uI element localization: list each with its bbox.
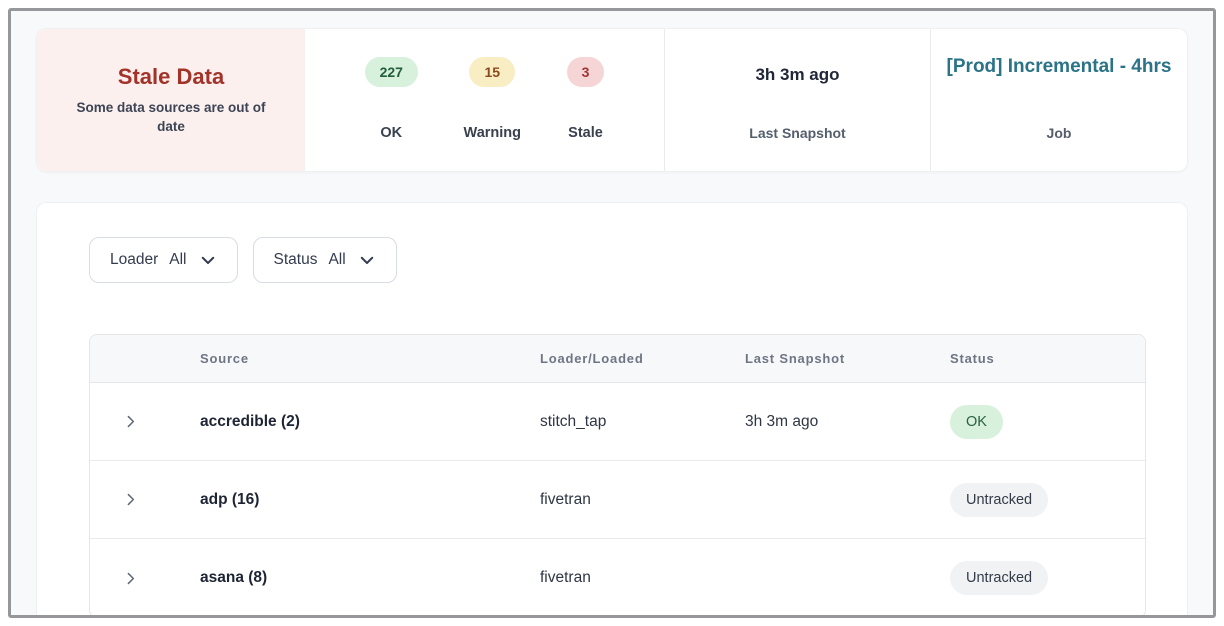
sources-table: Source Loader/Loaded Last Snapshot Statu…	[89, 334, 1146, 615]
status-badge: Untracked	[950, 561, 1049, 595]
table-row[interactable]: adp (16) fivetran Untracked	[90, 461, 1145, 539]
status-cell: Untracked	[950, 561, 1145, 595]
warning-count: 15 Warning	[464, 57, 521, 141]
expander-cell	[90, 413, 170, 430]
loader-label: fivetran	[540, 569, 591, 586]
expander-cell	[90, 491, 170, 508]
chevron-down-icon	[358, 251, 376, 269]
header-source: Source	[200, 351, 249, 366]
ok-count-label: OK	[380, 125, 403, 141]
status-filter-value: All	[328, 251, 346, 268]
sources-panel: Loader All Status All Source	[36, 202, 1188, 615]
last-snapshot-label: Last Snapshot	[749, 125, 846, 141]
expander-cell	[90, 570, 170, 587]
source-label: asana (8)	[200, 569, 268, 586]
loader-filter-value: All	[169, 251, 187, 268]
ok-count: 227 OK	[364, 57, 418, 141]
last-snapshot-cell: 3h 3m ago	[745, 412, 819, 430]
chevron-right-icon[interactable]	[122, 413, 139, 430]
status-badge: OK	[950, 404, 1003, 439]
status-filter-label: Status	[273, 251, 318, 268]
stale-count-badge: 3	[566, 57, 605, 87]
summary-bar: Stale Data Some data sources are out of …	[36, 28, 1188, 172]
header-last-snapshot: Last Snapshot	[745, 351, 845, 366]
loader-label: fivetran	[540, 490, 591, 508]
table-body: accredible (2) stitch_tap 3h 3m ago OK	[90, 383, 1145, 615]
status-filter-dropdown[interactable]: Status All	[252, 237, 397, 283]
warning-count-badge: 15	[469, 57, 516, 87]
source-label: accredible (2)	[200, 412, 300, 430]
source-label: adp (16)	[200, 490, 260, 508]
window-frame: Stale Data Some data sources are out of …	[8, 8, 1216, 618]
alert-subtitle: Some data sources are out of date	[76, 99, 266, 134]
last-snapshot-section: 3h 3m ago Last Snapshot	[665, 29, 931, 171]
status-cell: Untracked	[950, 482, 1145, 517]
header-loader: Loader/Loaded	[540, 351, 644, 366]
stale-count: 3 Stale	[566, 57, 605, 141]
chevron-right-icon[interactable]	[122, 491, 139, 508]
job-name: [Prod] Incremental - 4hrs	[946, 56, 1172, 77]
header-status: Status	[950, 351, 995, 366]
loader-label: stitch_tap	[540, 412, 607, 430]
table-row[interactable]: accredible (2) stitch_tap 3h 3m ago OK	[90, 383, 1145, 461]
status-cell: OK	[950, 404, 1145, 439]
loader-filter-label: Loader	[110, 251, 159, 268]
stale-count-label: Stale	[568, 125, 603, 141]
job-section: [Prod] Incremental - 4hrs Job	[931, 29, 1187, 171]
last-snapshot-value: 3h 3m ago	[755, 65, 840, 84]
ok-count-badge: 227	[364, 57, 418, 87]
table-header: Source Loader/Loaded Last Snapshot Statu…	[90, 335, 1145, 383]
status-counts-section: 227 OK 15 Warning 3 Stale	[305, 29, 665, 171]
summary-alert-card: Stale Data Some data sources are out of …	[37, 29, 305, 171]
table-row[interactable]: asana (8) fivetran Untracked	[90, 539, 1145, 615]
chevron-right-icon[interactable]	[122, 570, 139, 587]
chevron-down-icon	[199, 251, 217, 269]
alert-title: Stale Data	[117, 63, 225, 89]
loader-filter-dropdown[interactable]: Loader All	[89, 237, 238, 283]
status-badge: Untracked	[950, 482, 1049, 517]
filter-bar: Loader All Status All	[89, 237, 1146, 283]
job-label: Job	[1046, 125, 1072, 141]
page: Stale Data Some data sources are out of …	[11, 11, 1213, 615]
warning-count-label: Warning	[463, 125, 522, 141]
